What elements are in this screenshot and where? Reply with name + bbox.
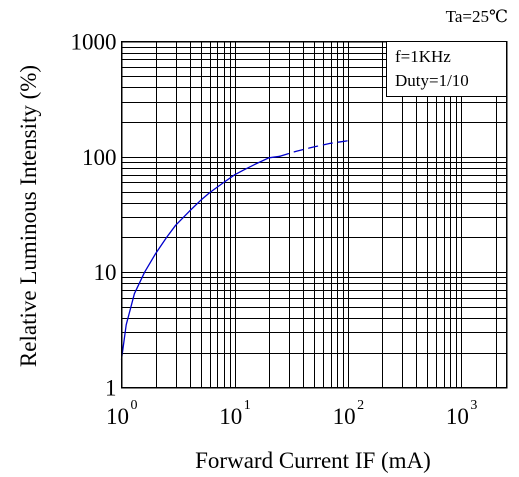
x-tick-label: 10 (333, 404, 356, 429)
legend-line-duty: Duty=1/10 (395, 71, 469, 90)
ambient-temperature-label: Ta=25℃ (446, 7, 508, 26)
x-axis-label: Forward Current IF (mA) (195, 448, 431, 473)
x-tick-label: 10 (219, 404, 242, 429)
plot-frame (120, 40, 508, 389)
x-tick-exponent: 2 (357, 398, 364, 413)
y-axis-label: Relative Luminous Intensity (%) (16, 65, 41, 367)
y-tick-label: 1 (105, 376, 117, 401)
x-tick-exponent: 1 (244, 398, 251, 413)
y-tick-labels: 1 10 100 1000 (71, 30, 117, 401)
x-tick-exponent: 0 (131, 398, 138, 413)
y-tick-label: 1000 (71, 30, 117, 55)
series-line-dashed (279, 139, 354, 157)
series-line-solid (120, 155, 281, 361)
curves (120, 139, 354, 361)
y-tick-label: 10 (94, 260, 117, 285)
x-tick-label: 10 (106, 404, 129, 429)
legend-box: f=1KHz Duty=1/10 (386, 41, 507, 97)
x-tick-labels: 10 0 10 1 10 2 10 3 (106, 398, 477, 429)
grid (121, 41, 507, 388)
y-tick-label: 100 (82, 145, 117, 170)
x-tick-exponent: 3 (470, 398, 477, 413)
x-tick-label: 10 (446, 404, 469, 429)
legend-line-frequency: f=1KHz (395, 47, 451, 66)
